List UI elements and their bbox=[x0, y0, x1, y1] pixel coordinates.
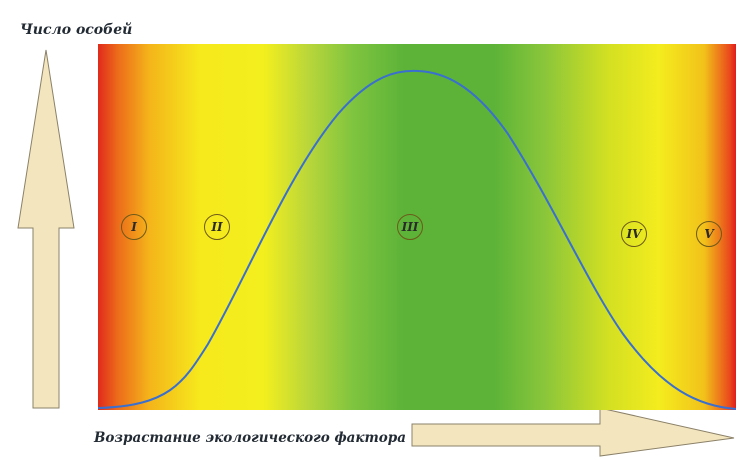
tolerance-curve-layer bbox=[98, 69, 736, 410]
tolerance-zones-panel: I II III IV V bbox=[98, 44, 736, 410]
zone-i-marker: I bbox=[121, 214, 147, 240]
x-axis-arrow bbox=[411, 407, 735, 457]
y-axis-arrow bbox=[17, 49, 75, 409]
zone-v-marker: V bbox=[696, 221, 722, 247]
zone-iii-marker: III bbox=[397, 214, 423, 240]
y-axis-label: Число особей bbox=[20, 22, 133, 38]
x-axis-label: Возрастание экологического фактора bbox=[94, 430, 406, 446]
tolerance-curve bbox=[98, 69, 736, 410]
zone-ii-marker: II bbox=[204, 214, 230, 240]
zone-iv-marker: IV bbox=[621, 221, 647, 247]
